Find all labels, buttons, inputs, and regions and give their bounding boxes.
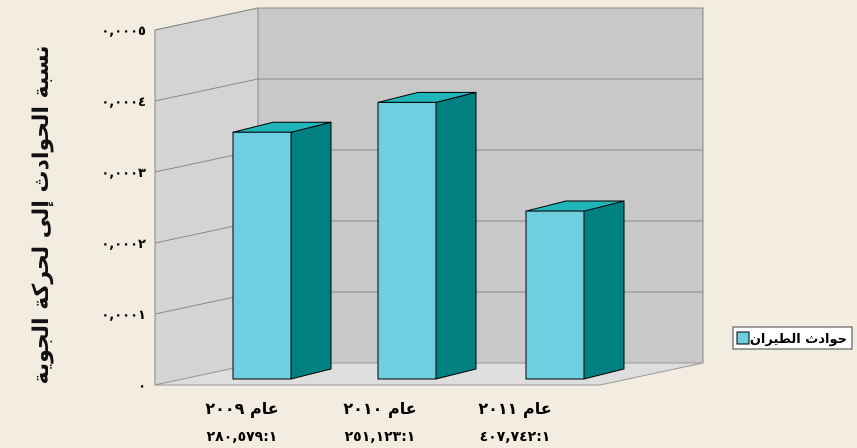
y-tick-label: ٠,٠٠٠٣ [101,166,146,181]
chart-bars [232,91,625,380]
bar-side [583,200,625,380]
bar-front [525,210,585,380]
y-tick-label: ٠ [138,379,146,394]
y-tick-label: ٠,٠٠٠٥ [101,24,146,39]
legend-frame [732,326,853,350]
y-tick-label: ٠,٠٠٠١ [101,308,146,323]
legend-swatch [736,331,750,345]
bar-side [435,91,477,380]
y-tick-label: ٠,٠٠٠٢ [101,237,146,252]
bar [232,121,332,380]
bar [377,91,477,380]
ratio-label: ٤٠٧,٧٤٢:١ [480,429,551,444]
legend-series-label: حوادث الطيران [750,332,847,347]
bar-side [290,121,332,380]
x-category-label: عام ٢٠٠٩ [205,399,278,418]
ratio-label: ٢٥١,١٢٣:١ [345,429,416,444]
y-axis-label: نسبة الحوادث إلى لحركة الجوية [29,45,54,384]
bar-front [377,101,437,380]
chart-legend: حوادث الطيران [732,326,853,350]
gridline [154,78,703,102]
y-axis-ticks: ٠ ٠,٠٠٠١ ٠,٠٠٠٢ ٠,٠٠٠٣ ٠,٠٠٠٤ ٠,٠٠٠٥ [101,24,146,394]
y-tick-label: ٠,٠٠٠٤ [101,95,146,110]
gridline [154,7,703,31]
x-category-label: عام ٢٠١٠ [343,399,416,418]
x-axis-labels: عام ٢٠٠٩ ٢٨٠,٥٧٩:١ عام ٢٠١٠ ٢٥١,١٢٣:١ عام ٢٠… [205,399,551,445]
x-category-label: عام ٢٠١١ [478,399,551,418]
bar [525,200,625,380]
bar-front [232,131,292,380]
ratio-label: ٢٨٠,٥٧٩:١ [207,429,278,444]
